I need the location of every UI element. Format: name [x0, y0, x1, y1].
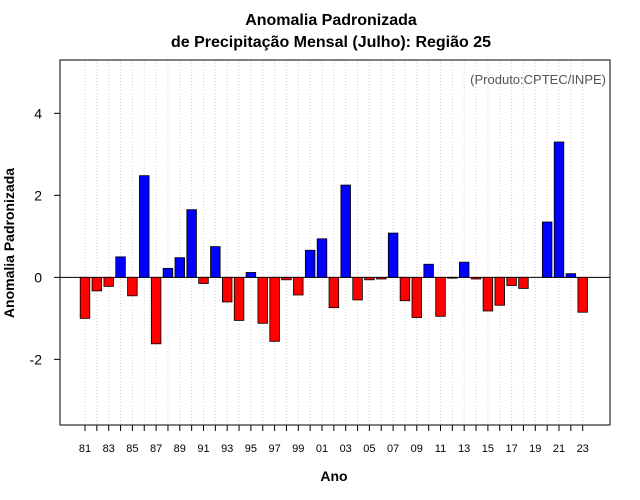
credit-label: (Produto:CPTEC/INPE)	[470, 72, 606, 87]
chart-title-line1: Anomalia Padronizada	[245, 12, 417, 29]
bar-2015	[482, 276, 494, 312]
bar-1989	[174, 257, 186, 278]
bar-1987	[150, 276, 162, 345]
bar-2022	[565, 273, 577, 278]
x-tick-label: 87	[150, 443, 162, 455]
bar-1999	[293, 276, 304, 296]
y-tick-label: -2	[30, 351, 43, 367]
x-tick-label: 07	[387, 443, 399, 455]
bar-2002	[328, 276, 340, 309]
bars-group	[79, 141, 588, 345]
bar-2023	[577, 276, 588, 313]
bar-2011	[435, 276, 446, 317]
bar-2003	[340, 184, 351, 278]
y-tick-label: 0	[34, 269, 42, 285]
bar-2018	[518, 276, 529, 289]
bar-1995	[245, 272, 257, 278]
x-tick-label: 89	[174, 443, 186, 455]
bar-1993	[221, 276, 233, 303]
x-tick-label: 01	[316, 443, 328, 455]
x-tick-label: 11	[435, 443, 446, 455]
bar-2007	[387, 232, 399, 278]
x-tick-label: 93	[221, 443, 233, 455]
bar-2020	[541, 221, 553, 278]
bar-2012	[447, 276, 458, 279]
bar-1997	[269, 276, 280, 342]
bar-2010	[423, 263, 434, 278]
x-tick-label: 15	[482, 443, 494, 455]
x-tick-label: 97	[268, 443, 280, 455]
bar-1998	[281, 276, 292, 281]
bar-2008	[399, 276, 411, 302]
y-axis: -2 0 2 4	[30, 105, 60, 367]
x-tick-label: 99	[292, 443, 304, 455]
bar-1984	[115, 256, 126, 278]
bar-2014	[470, 276, 482, 280]
bar-1982	[91, 276, 103, 292]
bar-1981	[79, 276, 91, 319]
bar-2013	[458, 261, 470, 278]
x-tick-label: 95	[245, 443, 257, 455]
bar-2016	[494, 276, 505, 306]
bar-2009	[411, 276, 423, 318]
bar-1991	[198, 276, 209, 284]
y-tick-label: 4	[34, 105, 42, 121]
x-tick-label: 21	[553, 443, 565, 455]
x-tick-label: 05	[363, 443, 375, 455]
x-tick-label: 13	[458, 443, 470, 455]
bar-1988	[162, 267, 174, 278]
y-tick-label: 2	[34, 187, 42, 203]
vertical-gridlines	[84, 60, 584, 425]
bar-2021	[553, 141, 565, 278]
x-tick-label: 81	[79, 443, 91, 455]
bar-1985	[127, 276, 138, 297]
x-tick-label: 17	[505, 443, 517, 455]
x-tick-label: 09	[411, 443, 423, 455]
x-tick-label: 85	[126, 443, 138, 455]
bar-2005	[364, 276, 375, 281]
bar-1994	[233, 276, 245, 321]
bar-1996	[257, 276, 268, 324]
x-tick-label: 19	[529, 443, 541, 455]
x-tick-label: 03	[340, 443, 352, 455]
bar-1986	[139, 175, 150, 278]
bar-1992	[210, 246, 221, 278]
bar-2000	[304, 249, 316, 278]
bar-1983	[103, 276, 114, 287]
bar-1990	[186, 209, 197, 278]
plot-frame	[59, 59, 611, 426]
x-tick-label: 23	[577, 443, 589, 455]
bar-2017	[506, 276, 517, 286]
y-axis-label: Anomalia Padronizada	[1, 168, 17, 318]
chart-title-line2: de Precipitação Mensal (Julho): Região 2…	[171, 34, 491, 51]
x-tick-label: 83	[103, 443, 115, 455]
bar-2004	[352, 276, 363, 301]
x-axis: 81 83 85 87 89 91 93 95 97 99 01 03 05 07 09 11 13 15 17 19…	[79, 425, 589, 455]
x-tick-label: 91	[197, 443, 209, 455]
bar-2006	[376, 276, 387, 280]
x-axis-label: Ano	[320, 468, 347, 484]
bar-2001	[316, 238, 328, 278]
